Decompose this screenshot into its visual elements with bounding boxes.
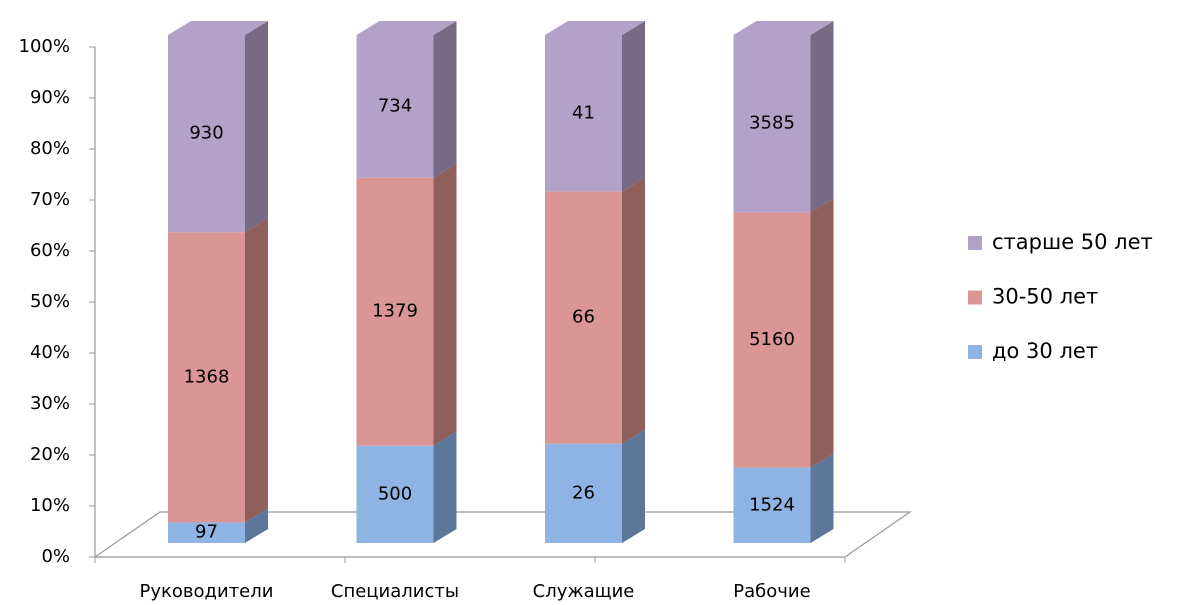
bar-top xyxy=(356,21,457,35)
bar-side xyxy=(245,218,268,523)
bar-side xyxy=(810,21,834,213)
x-tick-label: Специалисты xyxy=(331,581,459,602)
y-tick-label: 70% xyxy=(30,189,70,210)
legend-swatch xyxy=(968,345,982,359)
bar xyxy=(168,35,245,233)
data-label: 5160 xyxy=(749,329,795,350)
bar xyxy=(356,35,434,178)
y-tick-label: 30% xyxy=(30,393,70,414)
x-tick-label: Служащие xyxy=(533,581,635,602)
bar xyxy=(356,445,434,543)
data-label: 1368 xyxy=(184,366,230,387)
data-label: 97 xyxy=(195,522,218,543)
bar-side xyxy=(433,21,457,178)
bar-side xyxy=(245,508,268,543)
bar-side xyxy=(622,21,645,192)
bar xyxy=(733,467,811,543)
data-label: 930 xyxy=(189,123,223,144)
bar xyxy=(733,35,811,213)
bar-side xyxy=(433,163,457,446)
legend-swatch xyxy=(968,290,982,305)
y-tick-label: 50% xyxy=(30,291,70,312)
y-tick-label: 90% xyxy=(30,87,70,108)
data-label: 66 xyxy=(572,307,595,328)
legend-swatch xyxy=(968,236,982,250)
data-label: 1524 xyxy=(749,494,795,515)
data-label: 1379 xyxy=(372,301,418,322)
bar xyxy=(545,443,622,543)
data-label: 3585 xyxy=(749,113,795,134)
bar-top xyxy=(168,21,268,35)
x-tick-label: Рабочие xyxy=(733,581,810,602)
legend-label: до 30 лет xyxy=(992,339,1098,363)
legend-label: 30-50 лет xyxy=(992,285,1098,309)
bar xyxy=(168,522,245,543)
data-label: 500 xyxy=(378,483,412,504)
y-tick-label: 100% xyxy=(19,36,70,57)
bar xyxy=(356,177,434,446)
bar-side xyxy=(810,198,834,468)
y-tick-label: 80% xyxy=(30,138,70,159)
bar-top xyxy=(733,21,834,35)
data-label: 26 xyxy=(572,482,595,503)
y-tick-label: 60% xyxy=(30,240,70,261)
y-tick-label: 20% xyxy=(30,444,70,465)
x-tick-label: Руководители xyxy=(140,581,274,602)
bar xyxy=(545,191,622,444)
bar-side xyxy=(245,21,268,233)
legend-label: старше 50 лет xyxy=(992,230,1153,254)
y-tick-label: 40% xyxy=(30,342,70,363)
bar xyxy=(733,212,811,468)
data-label: 734 xyxy=(378,95,412,116)
y-tick-label: 10% xyxy=(30,495,70,516)
bar-side xyxy=(622,177,645,444)
bar-side xyxy=(810,453,834,543)
y-tick-label: 0% xyxy=(41,546,70,567)
bar xyxy=(545,35,622,192)
bar-side xyxy=(622,429,645,543)
bar xyxy=(168,232,245,523)
bar-top xyxy=(545,21,645,35)
bar-side xyxy=(433,431,457,543)
data-label: 41 xyxy=(572,102,595,123)
